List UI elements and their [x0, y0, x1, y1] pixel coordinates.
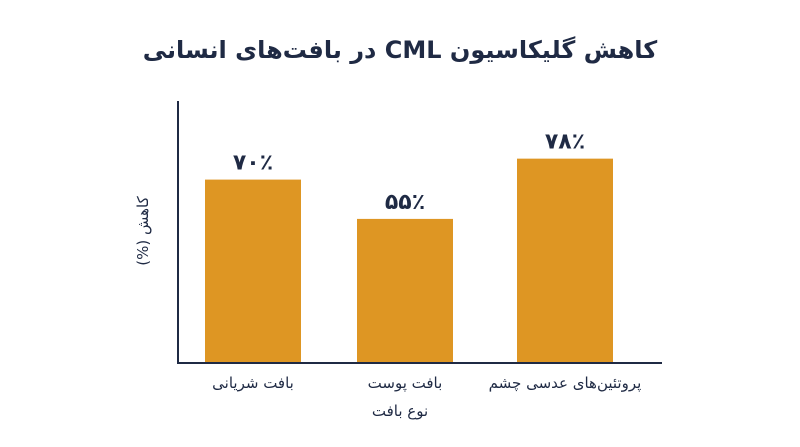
bar-value-label-1: ۷۰٪ — [233, 151, 273, 176]
x-tick-label-1: بافت شریانی — [212, 374, 294, 392]
bar-value-label-2: ۵۵٪ — [385, 190, 425, 215]
value-labels-group: ۷۰٪ ۵۵٪ ۷۸٪ — [233, 130, 585, 215]
x-tick-labels-group: بافت شریانی بافت پوست پروتئین‌های عدسی چشم — [212, 374, 641, 393]
bar-value-label-3: ۷۸٪ — [545, 130, 585, 155]
chart-title: کاهش گلیکاسیون CML در بافت‌های انسانی — [143, 36, 658, 64]
x-tick-label-3: پروتئین‌های عدسی چشم — [489, 374, 642, 393]
bar-3 — [517, 158, 613, 363]
x-tick-label-2: بافت پوست — [368, 374, 443, 393]
bars-group — [205, 158, 613, 363]
bar-1 — [205, 179, 301, 363]
bar-2 — [357, 218, 453, 363]
x-axis-title: نوع بافت — [372, 402, 428, 420]
y-axis-title: کاهش (%) — [134, 195, 152, 265]
